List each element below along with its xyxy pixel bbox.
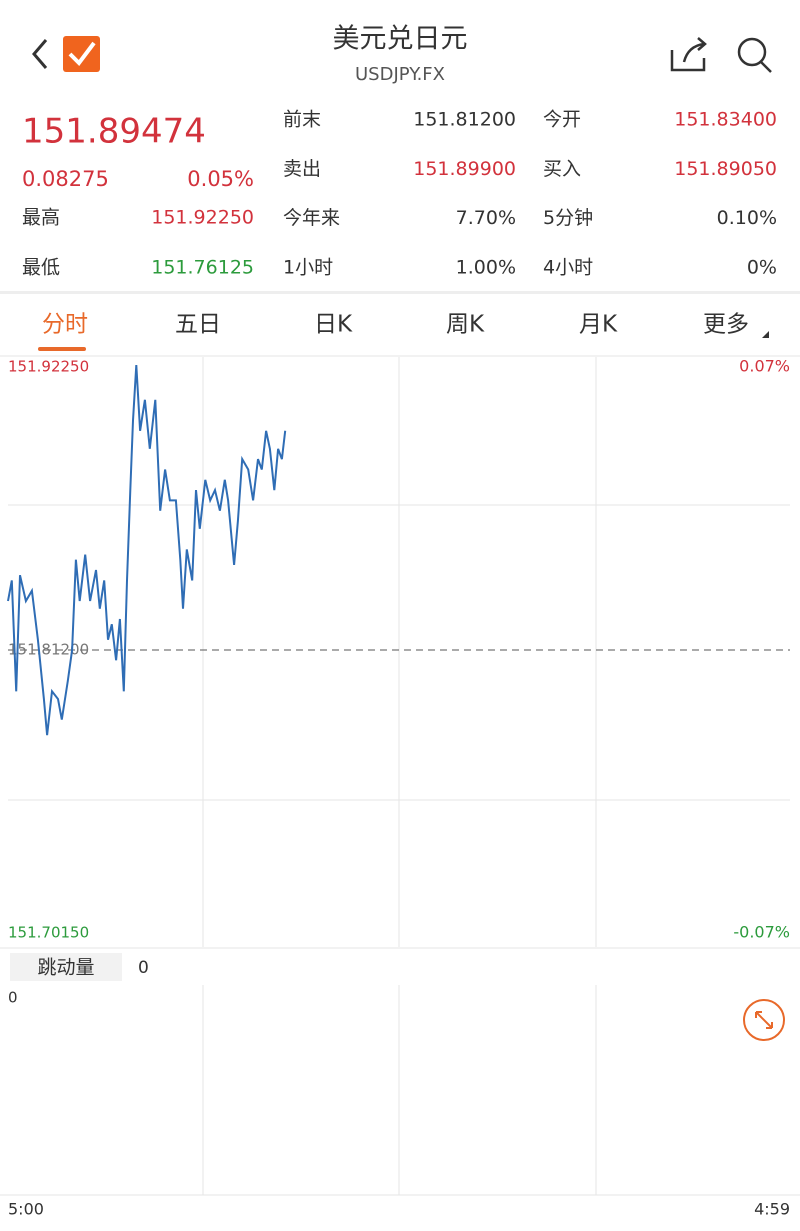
title: 美元兑日元 <box>333 24 468 55</box>
stat-value: 151.76125 <box>151 257 254 279</box>
volume-value: 0 <box>138 958 149 978</box>
grid <box>0 357 800 1196</box>
stat-value: 0% <box>747 256 777 278</box>
stat-value: 151.81200 <box>413 109 516 131</box>
stat-value: 151.89050 <box>674 158 777 180</box>
stat-label: 今开 <box>543 109 581 131</box>
check-mark <box>68 41 96 67</box>
stat-label: 最高 <box>22 207 60 229</box>
stat-value: 7.70% <box>456 207 516 229</box>
stat-label: 今年来 <box>283 207 340 229</box>
share-button[interactable] <box>670 37 707 72</box>
price-line <box>7 364 287 736</box>
tab-underline <box>38 347 86 351</box>
subtitle: USDJPY.FX <box>355 64 445 85</box>
tab[interactable]: 五日 <box>175 312 221 338</box>
stat-value: 1.00% <box>456 256 516 278</box>
volume-axis: 0 <box>8 989 18 1007</box>
y2-tick-label: 0.07% <box>739 357 790 376</box>
price: 151.89474 <box>22 112 206 152</box>
volume-label: 跳动量 <box>37 957 94 979</box>
tab[interactable]: 更多 <box>703 312 749 338</box>
more-arrow <box>762 331 769 338</box>
stat-label: 最低 <box>22 257 60 279</box>
stat-value: 151.89900 <box>413 158 516 180</box>
change-pct: 0.05% <box>187 167 254 191</box>
stat-value: 151.92250 <box>151 207 254 229</box>
x-tick-label: 5:00 <box>8 1200 44 1219</box>
divider <box>0 291 800 294</box>
stat-label: 买入 <box>543 158 581 180</box>
stat-value: 151.83400 <box>674 109 777 131</box>
tab[interactable]: 月K <box>579 312 618 338</box>
stat-label: 4小时 <box>543 256 593 278</box>
search-button[interactable] <box>737 37 772 73</box>
back-button[interactable] <box>32 39 48 69</box>
volume-label-box <box>10 953 122 981</box>
tab[interactable]: 周K <box>446 312 485 338</box>
stat-label: 1小时 <box>283 256 333 278</box>
y2-tick-label: -0.07% <box>733 923 790 942</box>
y-tick-label: 151.70150 <box>8 924 89 942</box>
x-tick-label: 4:59 <box>754 1200 790 1219</box>
change: 0.08275 <box>22 167 109 191</box>
stat-label: 卖出 <box>283 158 321 180</box>
y-tick-label: 151.92250 <box>8 358 89 376</box>
y-tick-label: 151.81200 <box>8 641 89 659</box>
stat-label: 5分钟 <box>543 207 593 229</box>
stat-value: 0.10% <box>717 207 777 229</box>
watch-checkbox[interactable] <box>63 36 100 72</box>
tab[interactable]: 日K <box>314 312 353 338</box>
stat-label: 前末 <box>283 109 321 131</box>
tab[interactable]: 分时 <box>42 312 88 338</box>
expand-button[interactable] <box>743 999 785 1041</box>
